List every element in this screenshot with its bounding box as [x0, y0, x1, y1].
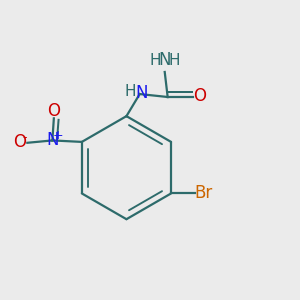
Text: O: O: [14, 133, 26, 151]
Text: H: H: [149, 53, 161, 68]
Text: H: H: [124, 84, 136, 99]
Text: +: +: [52, 129, 63, 142]
Text: H: H: [168, 53, 180, 68]
Text: N: N: [158, 51, 171, 69]
Text: -: -: [22, 131, 27, 144]
Text: Br: Br: [194, 184, 213, 202]
Text: O: O: [194, 87, 207, 105]
Text: O: O: [47, 102, 60, 120]
Text: N: N: [135, 84, 147, 102]
Text: N: N: [47, 131, 59, 149]
